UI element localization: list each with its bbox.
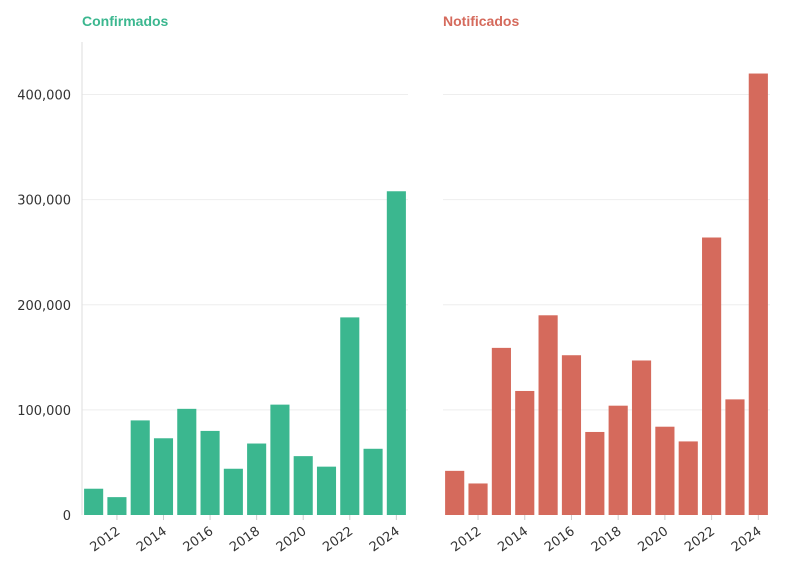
bar-2011 xyxy=(445,470,465,515)
x-tick-label: 2016 xyxy=(181,524,217,555)
bar-2020 xyxy=(655,426,675,515)
bar-2011 xyxy=(84,488,104,515)
bar-2012 xyxy=(468,483,488,515)
bar-2017 xyxy=(223,468,243,515)
bar-2022 xyxy=(702,237,722,516)
x-tick-label: 2022 xyxy=(320,524,356,555)
x-tick-label: 2024 xyxy=(367,524,403,555)
panel-confirmados: Confirmados 0 100,000 200,000 300,000 400,00… xyxy=(17,13,408,555)
x-tick-label: 2012 xyxy=(88,524,124,555)
bar-2022 xyxy=(340,317,360,515)
bar-2014 xyxy=(515,390,535,515)
x-tick-label: 2022 xyxy=(682,524,718,555)
bar-2013 xyxy=(130,420,150,515)
bar-2023 xyxy=(363,448,383,515)
x-tick-label: 2024 xyxy=(729,524,765,555)
bar-2019 xyxy=(270,404,290,515)
bar-2012 xyxy=(107,497,127,515)
bar-2020 xyxy=(293,456,313,515)
bar-2013 xyxy=(491,347,511,515)
panel-notificados: Notificados 2012 2014 2016 2018 2020 2022 2024 xyxy=(443,13,770,555)
x-tick-label: 2014 xyxy=(495,524,531,555)
x-tick-label: 2020 xyxy=(274,524,310,555)
bar-2023 xyxy=(725,399,745,515)
bar-2015 xyxy=(177,408,197,515)
panel-title-confirmados: Confirmados xyxy=(82,13,169,29)
bar-2018 xyxy=(247,443,267,515)
x-tick-label: 2018 xyxy=(589,524,625,555)
bar-2024 xyxy=(386,191,406,515)
bar-2021 xyxy=(316,466,337,515)
bar-2024 xyxy=(748,73,768,516)
y-tick-label: 100,000 xyxy=(17,404,71,419)
bar-2019 xyxy=(631,360,652,515)
y-tick-label: 0 xyxy=(63,509,71,524)
bar-2016 xyxy=(200,430,220,515)
x-tick-label: 2016 xyxy=(542,524,578,555)
bar-2014 xyxy=(153,438,174,515)
panel-title-notificados: Notificados xyxy=(443,13,519,29)
bar-2021 xyxy=(678,441,698,515)
bar-2018 xyxy=(608,405,628,515)
y-tick-label: 400,000 xyxy=(17,89,71,104)
x-tick-label: 2012 xyxy=(449,524,485,555)
x-tick-label: 2014 xyxy=(134,524,170,555)
bar-2015 xyxy=(538,315,558,515)
y-tick-label: 200,000 xyxy=(17,299,71,314)
bar-2016 xyxy=(561,355,582,515)
y-tick-label: 300,000 xyxy=(17,194,71,209)
x-tick-label: 2018 xyxy=(227,524,263,555)
bar-2017 xyxy=(585,431,605,515)
x-tick-label: 2020 xyxy=(635,524,671,555)
